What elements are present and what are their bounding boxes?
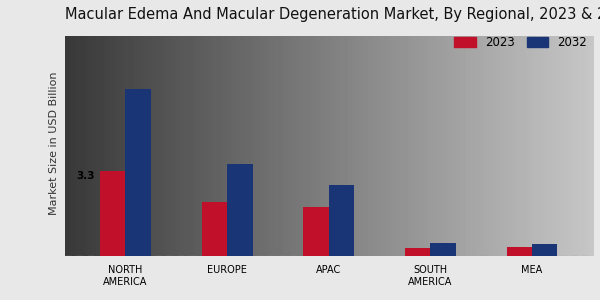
Bar	[100, 171, 125, 256]
Bar	[202, 202, 227, 256]
Text: Macular Edema And Macular Degeneration Market, By Regional, 2023 & 2032: Macular Edema And Macular Degeneration M…	[65, 7, 600, 22]
Legend: 2023, 2032: 2023, 2032	[454, 36, 587, 49]
Bar	[506, 247, 532, 256]
Bar	[405, 248, 430, 256]
Text: 3.3: 3.3	[76, 171, 95, 181]
Bar	[329, 185, 354, 256]
Bar	[227, 164, 253, 256]
Bar	[304, 207, 329, 256]
Bar	[532, 244, 557, 256]
Y-axis label: Market Size in USD Billion: Market Size in USD Billion	[49, 71, 59, 215]
Bar	[125, 89, 151, 256]
Bar	[430, 243, 456, 256]
